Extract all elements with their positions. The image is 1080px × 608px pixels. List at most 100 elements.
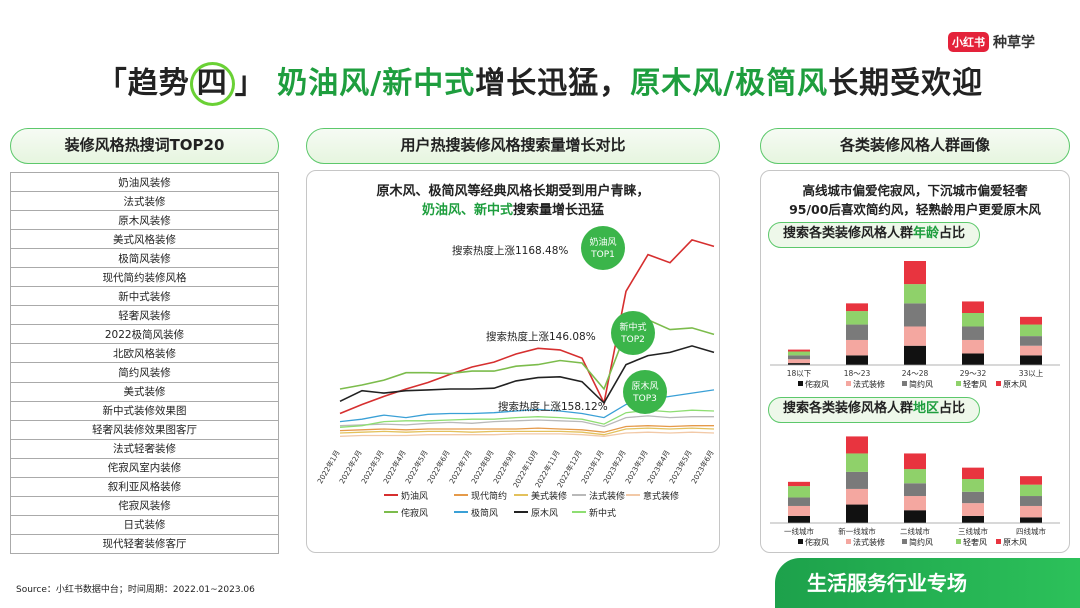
banner: 生活服务行业专场 [775, 558, 1080, 608]
x-category-label: 24～28 [902, 369, 929, 378]
bar-segment [846, 311, 868, 325]
keyword-cell: 轻奢风装修效果图客厅 [10, 419, 279, 440]
keyword-cell: 法式轻奢装修 [10, 438, 279, 459]
callout-rank: TOP1 [590, 250, 615, 260]
table-row: 叙利亚风格装修 [10, 476, 279, 497]
keyword-cell: 法式装修 [10, 191, 279, 212]
keyword-cell: 现代简约装修风格 [10, 267, 279, 288]
keyword-cell: 新中式装修效果图 [10, 400, 279, 421]
x-category-label: 18～23 [844, 369, 871, 378]
bar-segment [788, 355, 810, 360]
middle-subtitle-2: 奶油风、新中式搜索量增长迅猛 [306, 199, 720, 218]
region-title-pre: 搜索各类装修风格人群 [783, 401, 914, 416]
bar-segment [904, 483, 926, 497]
keyword-cell: 叙利亚风格装修 [10, 476, 279, 497]
table-row: 奶油风装修 [10, 171, 279, 193]
series-line-1 [339, 425, 714, 433]
legend-label: 轻奢风 [963, 379, 987, 389]
bar-segment [1020, 336, 1042, 346]
table-row: 轻奢风装修 [10, 305, 279, 326]
bar-segment [846, 436, 868, 454]
keyword-table: 奶油风装修 法式装修 原木风装修 美式风格装修 极简风装修 现代简约装修风格 新中式装修 轻奢… [10, 171, 279, 554]
bar-segment [846, 488, 868, 505]
region-title-green: 地区 [913, 401, 940, 416]
bar-segment [904, 510, 926, 523]
keyword-cell: 极简风装修 [10, 248, 279, 269]
right-subtitle-2: 95/00后喜欢简约风，轻熟龄用户更爱原木风 [789, 202, 1041, 217]
bar-segment [788, 486, 810, 498]
callout-label: 奶油风 [589, 236, 616, 248]
bar-segment [904, 284, 926, 304]
table-row: 美式装修 [10, 381, 279, 402]
series-line-7 [339, 345, 715, 405]
bar-segment [962, 353, 984, 365]
middle-section-title: 用户热搜装修风格搜索量增长对比 [306, 128, 720, 164]
x-category-label: 新一线城市 [838, 526, 876, 536]
region-title-post: 占比 [939, 401, 966, 416]
legend-label: 简约风 [909, 379, 933, 389]
legend-swatch [902, 381, 907, 386]
series-line-4 [339, 431, 715, 437]
x-category-label: 二线城市 [900, 526, 930, 536]
legend-label: 法式装修 [853, 379, 885, 389]
table-row: 美式风格装修 [10, 229, 279, 250]
left-section-title: 装修风格热搜词TOP20 [10, 128, 279, 164]
xiaohongshu-logo: 小红书 [948, 32, 989, 52]
bar-segment [1020, 496, 1042, 506]
bar-segment [1020, 324, 1042, 337]
legend-label: 侘寂风 [805, 379, 829, 389]
legend-swatch [956, 381, 961, 386]
x-tick-label: 2023年6月 [689, 449, 715, 486]
legend-label: 原木风 [1003, 379, 1027, 389]
keyword-cell: 北欧风格装修 [10, 343, 279, 364]
bar-segment [962, 467, 984, 479]
table-row: 法式轻奢装修 [10, 438, 279, 459]
legend-label: 意式装修 [643, 490, 679, 502]
table-row: 法式装修 [10, 191, 279, 212]
annotation-2: 搜索热度上涨146.08% [486, 330, 596, 343]
middle-subtitle-rest: 搜索量增长迅猛 [513, 203, 605, 218]
legend-swatch [902, 539, 907, 544]
bar-segment [962, 491, 984, 504]
callout-bubble [623, 370, 667, 414]
table-row: 侘寂风室内装修 [10, 457, 279, 478]
bar-segment [962, 326, 984, 340]
keyword-cell: 侘寂风装修 [10, 495, 279, 516]
legend-swatch [798, 539, 803, 544]
bar-segment [1020, 517, 1042, 523]
title-text-1: 增长迅猛， [475, 66, 631, 101]
keyword-cell: 简约风装修 [10, 362, 279, 383]
bar-segment [904, 453, 926, 470]
bar-segment [904, 303, 926, 327]
title-text-2: 长期受欢迎 [828, 66, 984, 101]
legend-label: 轻奢风 [963, 537, 987, 547]
region-chart-title: 搜索各类装修风格人群地区占比 [768, 397, 980, 423]
table-row: 现代轻奢装修客厅 [10, 533, 279, 554]
age-title-green: 年龄 [913, 226, 940, 241]
legend-label: 简约风 [909, 537, 933, 547]
table-row: 原木风装修 [10, 210, 279, 231]
annotation-1: 搜索热度上涨1168.48% [452, 244, 568, 257]
legend-swatch [798, 381, 803, 386]
table-row: 新中式装修效果图 [10, 400, 279, 421]
bar-segment [904, 345, 926, 365]
legend-label: 法式装修 [589, 490, 625, 502]
callout-rank: TOP3 [632, 394, 657, 404]
series-line-2 [339, 427, 715, 436]
legend-swatch [996, 381, 1001, 386]
legend-label: 原木风 [1003, 537, 1027, 547]
x-category-label: 33以上 [1019, 369, 1044, 378]
table-row: 现代简约装修风格 [10, 267, 279, 288]
table-row: 极简风装修 [10, 248, 279, 269]
bar-segment [846, 453, 868, 472]
keyword-cell: 原木风装修 [10, 210, 279, 231]
legend-label: 美式装修 [531, 490, 567, 502]
bar-segment [904, 496, 926, 511]
table-row: 日式装修 [10, 514, 279, 535]
table-row: 轻奢风装修效果图客厅 [10, 419, 279, 440]
brand-name: 种草学 [993, 35, 1035, 51]
bar-segment [962, 479, 984, 492]
bar-segment [788, 515, 810, 523]
